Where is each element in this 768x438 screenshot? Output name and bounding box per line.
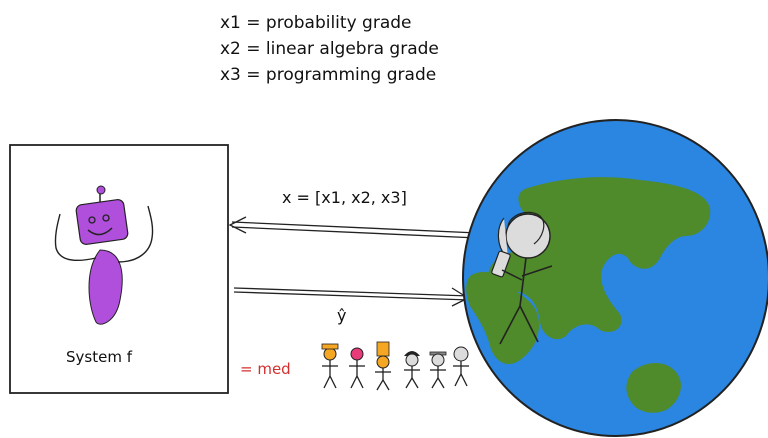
- person-icon: [491, 211, 553, 345]
- crowd-person: [321, 343, 339, 389]
- crowd-person: [404, 351, 420, 389]
- definition-x3: x3 = programming grade: [220, 65, 437, 85]
- feature-definitions: x1 = probability grade x2 = linear algeb…: [220, 10, 439, 88]
- system-label: System f: [66, 348, 132, 366]
- crowd-person: [349, 347, 365, 389]
- crowd-person: [453, 346, 469, 387]
- definition-x1: x1 = probability grade: [220, 13, 412, 33]
- system-box: [9, 144, 229, 394]
- definition-x2: x2 = linear algebra grade: [220, 39, 439, 59]
- prediction-label: = med: [240, 360, 291, 378]
- crowd-person: [375, 341, 391, 391]
- output-arrow: [233, 287, 471, 307]
- globe-icon: [462, 119, 768, 437]
- feature-vector-label: x = [x1, x2, x3]: [282, 188, 407, 207]
- input-arrow: [228, 216, 479, 239]
- robot-icon: [54, 185, 154, 325]
- prediction-symbol: ŷ: [337, 306, 347, 325]
- crowd-icon: [321, 341, 469, 391]
- crowd-person: [429, 351, 447, 389]
